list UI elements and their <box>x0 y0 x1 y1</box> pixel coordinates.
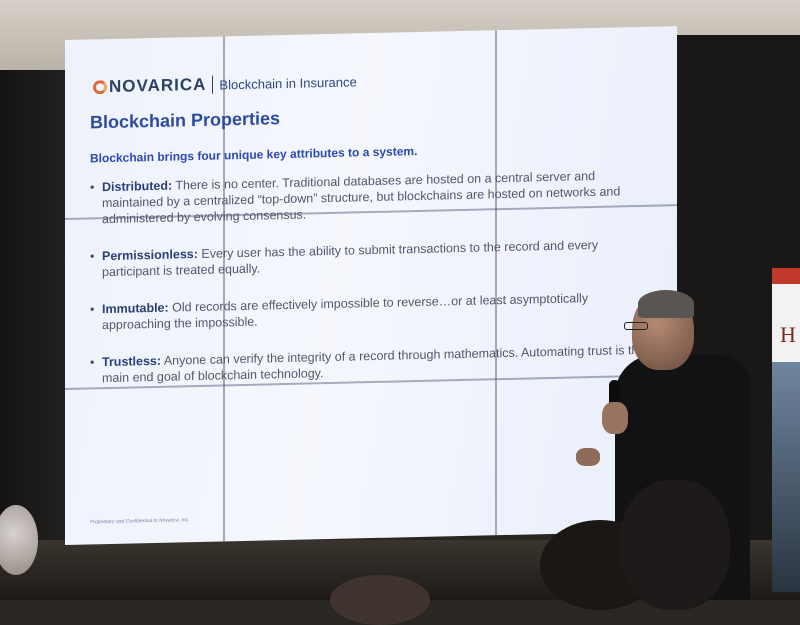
audience-head <box>620 480 730 610</box>
bullet-text: Anyone can verify the integrity of a rec… <box>102 342 646 386</box>
side-banner <box>772 268 800 374</box>
presenter-hand <box>576 448 600 466</box>
bullet-term: Distributed: <box>102 178 173 195</box>
bullet-distributed: Distributed: There is no center. Traditi… <box>90 167 650 228</box>
left-wall <box>0 70 70 550</box>
bullet-text: Old records are effectively impossible t… <box>102 291 589 333</box>
bullet-text: There is no center. Traditional database… <box>102 168 621 227</box>
projection-screen: NOVARICA Blockchain in Insurance Blockch… <box>65 26 677 546</box>
slide-footer: Proprietary and Confidential to Novarica… <box>90 517 190 526</box>
audience-head <box>330 575 430 625</box>
presenter-hand <box>602 402 628 434</box>
novarica-logo: NOVARICA Blockchain in Insurance <box>93 71 357 97</box>
bullet-list: Distributed: There is no center. Traditi… <box>90 167 650 408</box>
bullet-term: Immutable: <box>102 300 169 317</box>
banner-letter: H <box>780 322 796 347</box>
bullet-term: Permissionless: <box>102 246 198 264</box>
audience-head <box>0 505 38 575</box>
slide-lead: Blockchain brings four unique key attrib… <box>90 144 418 166</box>
logo-ring-icon <box>93 80 107 95</box>
presenter-hair <box>638 290 694 318</box>
bullet-trustless: Trustless: Anyone can verify the integri… <box>90 342 650 387</box>
glasses-icon <box>624 322 648 330</box>
logo-name: NOVARICA <box>109 74 207 97</box>
banner-lower <box>772 362 800 592</box>
microphone-icon <box>609 380 620 408</box>
bullet-term: Trustless: <box>102 353 162 370</box>
bullet-immutable: Immutable: Old records are effectively i… <box>90 289 650 334</box>
bullet-permissionless: Permissionless: Every user has the abili… <box>90 236 650 281</box>
logo-subtitle: Blockchain in Insurance <box>219 73 357 92</box>
slide-title: Blockchain Properties <box>90 108 281 133</box>
logo-divider <box>212 75 214 94</box>
